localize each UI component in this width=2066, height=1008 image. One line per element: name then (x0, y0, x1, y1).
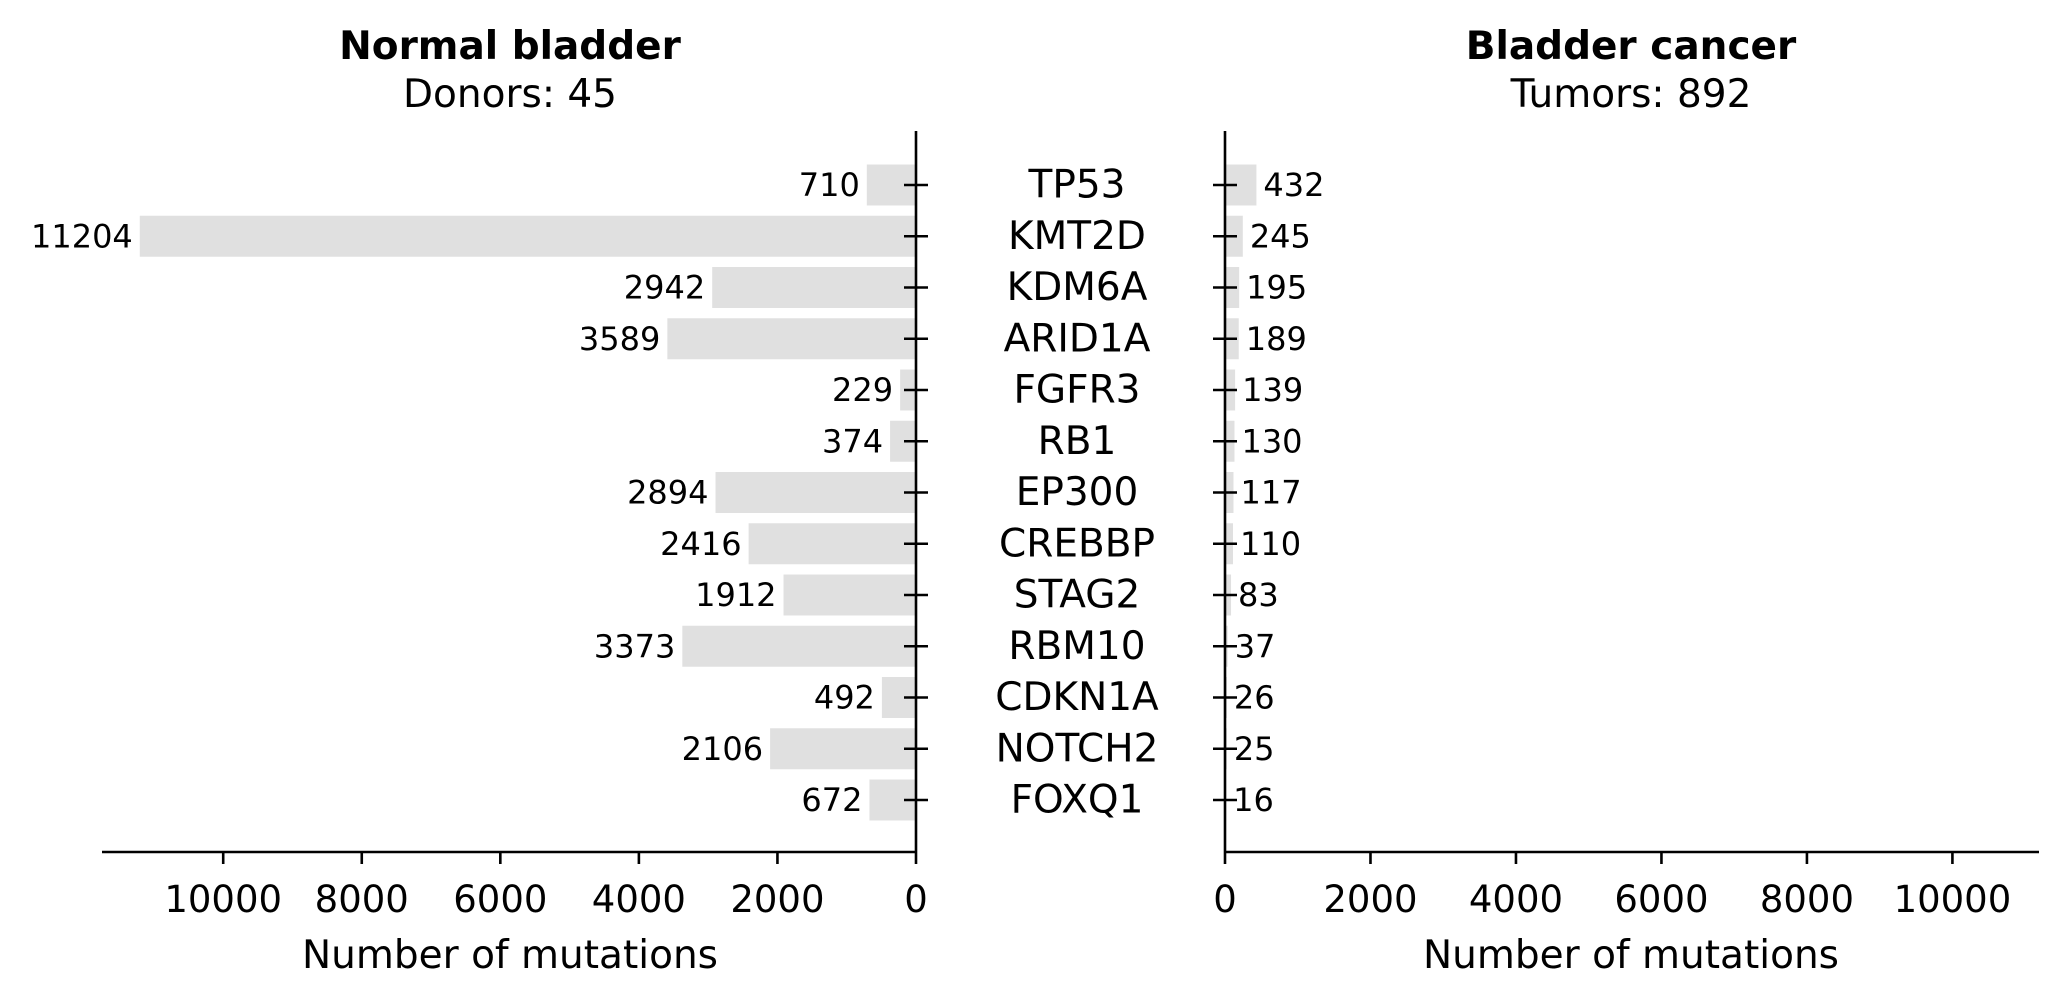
bladder-cancer-value-label-fgfr3: 139 (1242, 371, 1303, 409)
normal-bladder-bar-crebbp (748, 523, 916, 565)
normal-bladder-value-label-ep300: 2894 (627, 474, 708, 512)
normal-bladder-bar-labels: 710 11204 2942 3589 229 374 2894 2416 1912 3373 49… (31, 166, 893, 819)
bladder-cancer-subtitle: Tumors: 892 (1510, 72, 1752, 117)
normal-bladder-value-label-foxq1: 672 (801, 781, 862, 819)
bladder-cancer-value-label-rbm10: 37 (1235, 627, 1276, 665)
bladder-cancer-x-tick-label-0: 0 (1213, 878, 1237, 921)
normal-bladder-y-ticks (904, 183, 928, 802)
normal-bladder-value-label-fgfr3: 229 (832, 371, 893, 409)
normal-bladder-x-tick-label-6000: 6000 (453, 878, 547, 921)
normal-bladder-bar-rbm10 (682, 625, 916, 667)
bladder-cancer-x-tick-label-4000: 4000 (1469, 878, 1563, 921)
normal-bladder-bars (139, 164, 916, 821)
normal-bladder-x-tick-label-10000: 10000 (164, 878, 282, 921)
gene-label-kmt2d: KMT2D (1008, 214, 1146, 259)
normal-bladder-value-label-rb1: 374 (822, 422, 883, 460)
gene-label-tp53: TP53 (1028, 163, 1126, 208)
normal-bladder-bar-arid1a (667, 318, 916, 360)
bladder-cancer-x-tick-label-10000: 10000 (1894, 878, 2012, 921)
bladder-cancer-x-label: Number of mutations (1423, 933, 1839, 978)
bladder-cancer-value-label-rb1: 130 (1241, 422, 1302, 460)
bladder-cancer-y-ticks (1213, 183, 1237, 802)
bladder-cancer-value-label-stag2: 83 (1238, 576, 1279, 614)
gene-label-arid1a: ARID1A (1004, 316, 1151, 361)
bladder-cancer-value-label-cdkn1a: 26 (1234, 679, 1275, 717)
bladder-cancer-x-ticks: 0 2000 4000 6000 8000 10000 (1213, 852, 2011, 921)
bladder-cancer-value-label-kmt2d: 245 (1250, 217, 1311, 255)
bladder-cancer-value-label-foxq1: 16 (1233, 781, 1274, 819)
gene-label-foxq1: FOXQ1 (1011, 778, 1144, 823)
normal-bladder-x-tick-label-2000: 2000 (730, 878, 824, 921)
bladder-cancer-value-label-ep300: 117 (1241, 474, 1302, 512)
bladder-cancer-value-label-notch2: 25 (1234, 730, 1275, 768)
bladder-cancer-x-tick-label-6000: 6000 (1614, 878, 1708, 921)
normal-bladder-value-label-tp53: 710 (799, 166, 860, 204)
bladder-cancer-title: Bladder cancer (1466, 24, 1797, 69)
normal-bladder-value-label-arid1a: 3589 (579, 320, 660, 358)
normal-bladder-value-label-crebbp: 2416 (660, 525, 741, 563)
normal-bladder-value-label-notch2: 2106 (682, 730, 763, 768)
gene-label-rbm10: RBM10 (1008, 624, 1145, 669)
gene-label-notch2: NOTCH2 (996, 726, 1159, 771)
bladder-cancer-value-label-kdm6a: 195 (1246, 269, 1307, 307)
bladder-cancer-x-tick-label-2000: 2000 (1323, 878, 1417, 921)
normal-bladder-value-label-cdkn1a: 492 (814, 679, 875, 717)
gene-label-crebbp: CREBBP (999, 521, 1155, 566)
gene-label-ep300: EP300 (1016, 470, 1139, 515)
gene-label-kdm6a: KDM6A (1007, 265, 1148, 310)
normal-bladder-x-tick-label-4000: 4000 (592, 878, 686, 921)
normal-bladder-x-tick-label-8000: 8000 (315, 878, 409, 921)
normal-bladder-x-ticks: 10000 8000 6000 4000 2000 0 (164, 852, 928, 921)
normal-bladder-value-label-kmt2d: 11204 (31, 217, 133, 255)
bladder-cancer-x-tick-label-8000: 8000 (1760, 878, 1854, 921)
normal-bladder-bar-stag2 (783, 574, 916, 616)
bladder-cancer-value-label-arid1a: 189 (1246, 320, 1307, 358)
normal-bladder-subtitle: Donors: 45 (403, 72, 617, 117)
gene-label-rb1: RB1 (1038, 419, 1117, 464)
normal-bladder-bar-kmt2d (139, 215, 916, 257)
normal-bladder-bar-notch2 (770, 728, 916, 770)
normal-bladder-x-label: Number of mutations (302, 933, 718, 978)
normal-bladder-title: Normal bladder (339, 24, 681, 69)
bladder-cancer-bar-labels: 432 245 195 189 139 130 117 110 83 37 26 25 16 (1233, 166, 1324, 819)
gene-label-fgfr3: FGFR3 (1014, 368, 1141, 413)
normal-bladder-value-label-rbm10: 3373 (594, 627, 675, 665)
bladder-cancer-value-label-crebbp: 110 (1240, 525, 1301, 563)
bladder-cancer-value-label-tp53: 432 (1263, 166, 1324, 204)
normal-bladder-bar-kdm6a (712, 267, 916, 308)
normal-bladder-value-label-stag2: 1912 (695, 576, 776, 614)
normal-bladder-x-tick-label-0: 0 (904, 878, 928, 921)
gene-labels: TP53 KMT2D KDM6A ARID1A FGFR3 RB1 EP300 CREBBP S… (995, 163, 1159, 823)
gene-label-cdkn1a: CDKN1A (995, 675, 1159, 720)
normal-bladder-panel: Normal bladder Donors: 45 710 11204 2942 35… (31, 24, 928, 978)
gene-label-stag2: STAG2 (1014, 573, 1141, 618)
normal-bladder-bar-ep300 (715, 472, 916, 513)
normal-bladder-value-label-kdm6a: 2942 (624, 269, 705, 307)
bladder-cancer-panel: Bladder cancer Tumors: 892 432 245 195 189 1… (1213, 24, 2039, 978)
